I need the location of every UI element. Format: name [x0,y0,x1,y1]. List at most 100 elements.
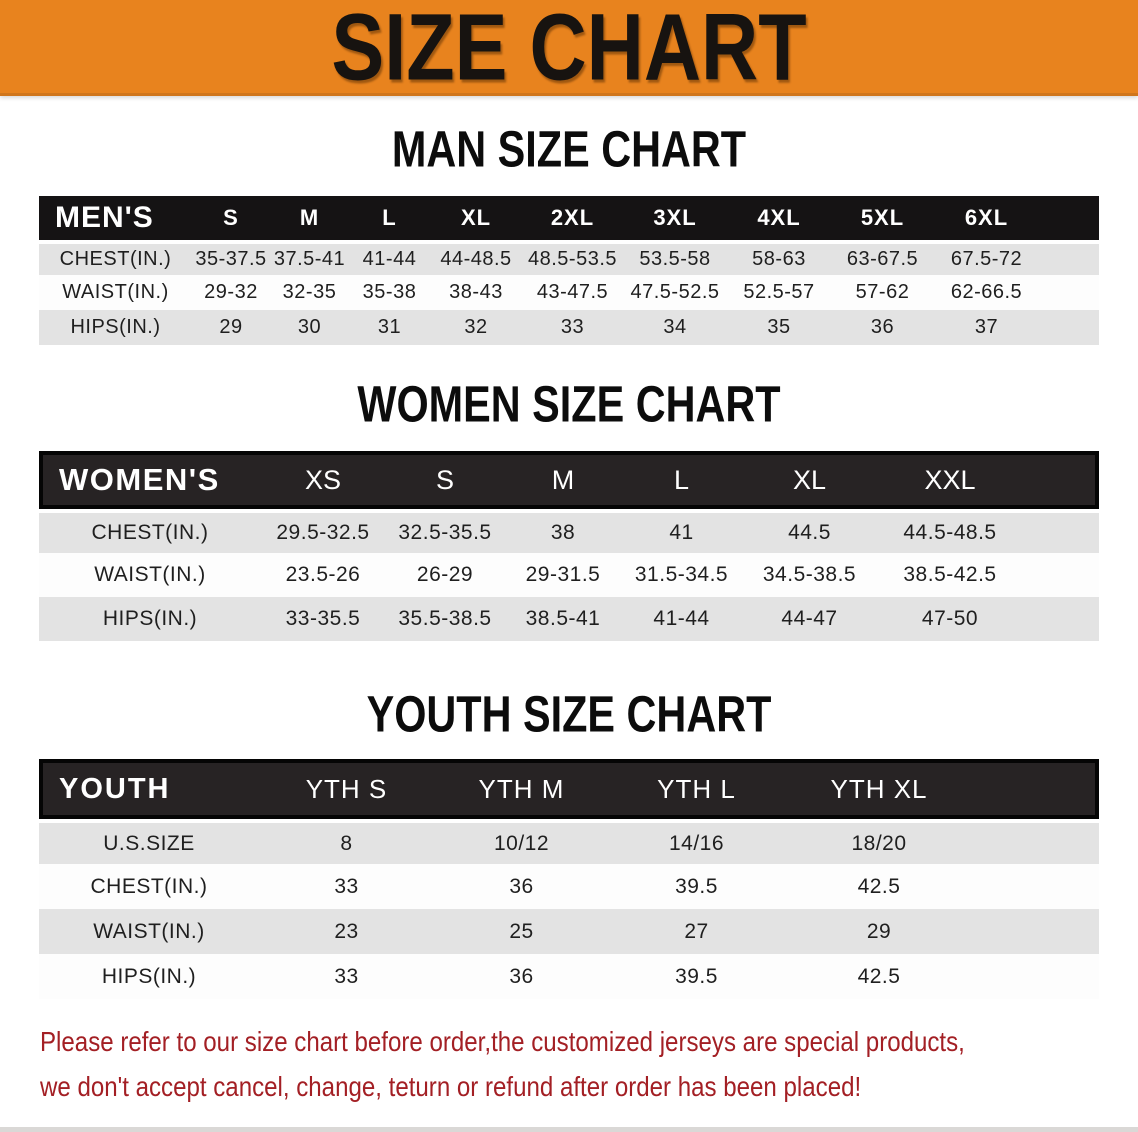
men-col-header-5xl: 5XL [831,196,934,240]
row-label: HIPS(IN.) [70,316,161,338]
size-cell: 44-47 [781,607,838,630]
disclaimer: Please refer to our size chart before or… [40,1019,1138,1109]
youth-chest-row: CHEST(IN.) 33 36 39.5 42.5 [39,864,1099,909]
women-col-header-s: S [385,451,505,509]
section-youth: YOUTH SIZE CHART YOUTH YTH S YTH M YTH L… [0,685,1138,999]
spacer-cell [974,759,1099,819]
size-cell: 48.5-53.5 [522,240,623,275]
size-cell: 35-38 [362,281,417,303]
size-cell: 32.5-35.5 [385,509,505,553]
size-cell: 38 [505,509,621,553]
row-label: WAIST(IN.) [62,281,169,303]
women-section-title: WOMEN SIZE CHART [357,375,781,433]
size-cell: 29 [219,316,243,338]
size-cell: 47-50 [921,607,979,630]
row-label: CHEST(IN.) [90,874,208,898]
men-table-label: MEN'S [39,196,192,240]
size-cell: 58-63 [727,240,831,275]
size-cell: 41-44 [653,607,710,630]
size-cell: 30 [297,316,322,338]
size-cell: 35 [767,316,791,338]
size-cell: 31 [377,316,402,338]
size-cell: 42.5 [857,874,901,898]
youth-hips-row: HIPS(IN.) 33 36 39.5 42.5 [39,954,1099,999]
size-cell: 39.5 [675,964,718,988]
page-bottom-edge [0,1127,1138,1132]
size-cell: 35-37.5 [192,240,270,275]
row-label: U.S.SIZE [39,819,259,864]
spacer-cell [1023,509,1099,553]
size-cell: 47.5-52.5 [630,281,720,303]
size-cell: 57-62 [855,281,910,303]
size-cell: 53.5-58 [623,240,727,275]
men-col-header-s: S [192,196,270,240]
size-cell: 31.5-34.5 [634,563,729,586]
size-cell: 38-43 [449,281,503,303]
size-cell: 34 [663,316,687,338]
spacer-cell [974,819,1099,864]
size-cell: 33-35.5 [285,607,361,630]
women-waist-row: WAIST(IN.) 23.5-26 26-29 29-31.5 31.5-34… [39,553,1099,597]
size-cell: 38.5-42.5 [903,563,997,586]
youth-section-title: YOUTH SIZE CHART [366,685,772,743]
size-cell: 25 [509,919,534,943]
size-cell: 62-66.5 [950,281,1023,303]
women-chest-row: CHEST(IN.) 29.5-32.5 32.5-35.5 38 41 44.… [39,509,1099,553]
size-cell: 32-35 [282,281,337,303]
size-cell: 29-32 [204,281,258,303]
banner-title: SIZE CHART [331,0,807,100]
women-header-row: WOMEN'S XS S M L XL XXL [39,451,1099,509]
men-col-header-m: M [270,196,349,240]
size-cell: 52.5-57 [743,281,815,303]
men-col-header-2xl: 2XL [522,196,623,240]
disclaimer-line-2: we don't accept cancel, change, teturn o… [40,1071,862,1102]
size-cell: 39.5 [675,874,718,898]
youth-size-table: YOUTH YTH S YTH M YTH L YTH XL U.S.SIZE … [39,759,1099,999]
women-table-label: WOMEN'S [39,451,261,509]
women-col-header-xs: XS [261,451,385,509]
men-col-header-3xl: 3XL [623,196,727,240]
row-label: CHEST(IN.) [39,240,192,275]
size-cell: 10/12 [434,819,609,864]
size-cell: 44.5-48.5 [877,509,1023,553]
men-section-title: MAN SIZE CHART [391,120,747,178]
banner: SIZE CHART [0,0,1138,100]
section-women: WOMEN SIZE CHART WOMEN'S XS S M L XL XXL [0,375,1138,641]
disclaimer-line-1: Please refer to our size chart before or… [40,1026,965,1057]
men-hips-row: HIPS(IN.) 29 30 31 32 33 34 35 36 37 [39,310,1099,345]
spacer-cell [1039,310,1099,345]
size-cell: 29-31.5 [525,563,601,586]
youth-col-header-s: YTH S [259,759,434,819]
youth-col-header-xl: YTH XL [784,759,974,819]
men-header-row: MEN'S S M L XL 2XL 3XL 4XL 5XL 6XL [39,196,1099,240]
size-cell: 8 [259,819,434,864]
size-cell: 23.5-26 [285,563,361,586]
men-waist-row: WAIST(IN.) 29-32 32-35 35-38 38-43 43-47… [39,275,1099,310]
size-cell: 36 [509,964,534,988]
spacer-cell [974,909,1099,954]
size-cell: 26-29 [416,563,474,586]
row-label: WAIST(IN.) [94,563,206,586]
size-cell: 37.5-41 [270,240,349,275]
women-col-header-xl: XL [742,451,877,509]
spacer-cell [1023,553,1099,597]
size-cell: 67.5-72 [934,240,1039,275]
row-label: CHEST(IN.) [39,509,261,553]
size-cell: 32 [464,316,488,338]
women-size-table: WOMEN'S XS S M L XL XXL CHEST(IN.) 29.5-… [39,451,1099,641]
youth-col-header-m: YTH M [434,759,609,819]
size-cell: 29 [866,919,892,943]
row-label: HIPS(IN.) [102,607,198,630]
size-cell: 37 [974,316,999,338]
men-size-table: MEN'S S M L XL 2XL 3XL 4XL 5XL 6XL CHEST… [39,196,1099,345]
size-cell: 33 [560,316,585,338]
youth-header-row: YOUTH YTH S YTH M YTH L YTH XL [39,759,1099,819]
women-col-header-l: L [621,451,742,509]
youth-ussize-row: U.S.SIZE 8 10/12 14/16 18/20 [39,819,1099,864]
size-cell: 29.5-32.5 [261,509,385,553]
size-cell: 33 [334,874,359,898]
spacer-cell [1039,275,1099,310]
men-col-header-xl: XL [430,196,522,240]
size-cell: 42.5 [857,964,901,988]
